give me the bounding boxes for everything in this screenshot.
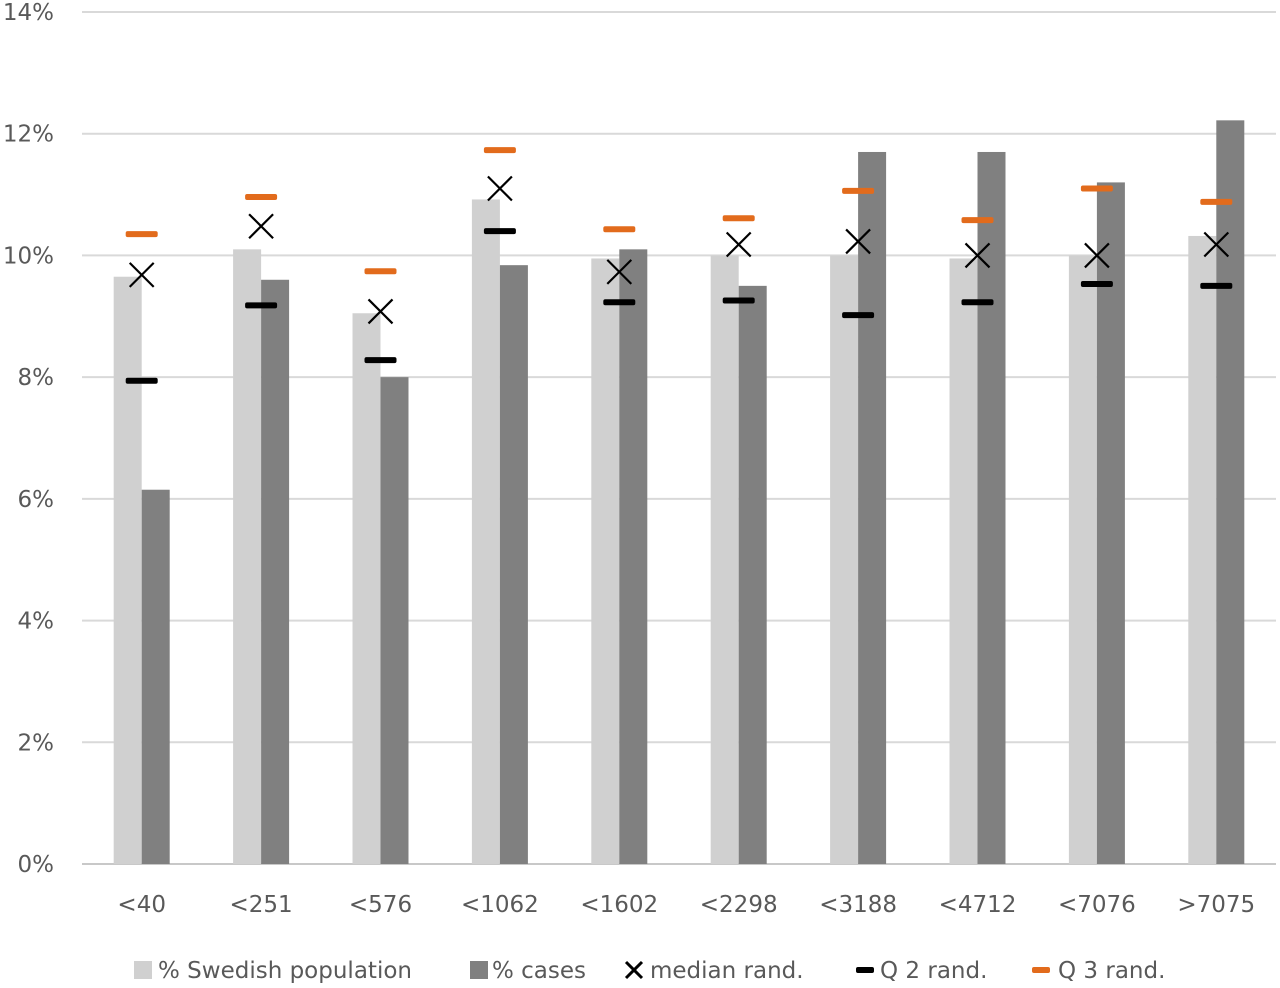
y-tick-label: 2%	[18, 730, 55, 756]
bar	[858, 151, 887, 864]
legend-swatch	[1032, 967, 1050, 973]
y-tick-label: 14%	[3, 0, 54, 26]
median-marker	[248, 213, 274, 239]
median-marker	[367, 298, 394, 325]
y-tick-label: 6%	[18, 487, 55, 513]
bar	[380, 377, 409, 864]
median-marker-stroke	[1084, 242, 1110, 269]
bar	[619, 249, 648, 865]
median-marker-stroke	[487, 175, 513, 202]
median-marker	[1203, 231, 1230, 258]
bar	[261, 279, 290, 864]
bars	[113, 120, 1245, 865]
bar	[1216, 120, 1245, 865]
bar	[1096, 182, 1125, 864]
median-marker-stroke	[128, 262, 155, 288]
legend-item: % cases	[470, 958, 586, 984]
q3-marker	[245, 194, 278, 201]
bar	[141, 489, 170, 864]
q2-marker	[364, 357, 397, 364]
median-marker	[487, 175, 513, 202]
markers	[125, 147, 1233, 384]
q2-marker	[603, 299, 636, 306]
x-tick-label: <40	[117, 892, 166, 918]
x-tick-label: <251	[230, 892, 293, 918]
median-marker-stroke	[725, 231, 752, 258]
median-marker	[845, 228, 871, 255]
q2-marker	[961, 299, 994, 306]
y-tick-label: 10%	[3, 243, 54, 269]
bar	[591, 258, 620, 864]
q2-marker	[722, 297, 755, 304]
x-tick-label: <576	[349, 892, 412, 918]
median-marker-stroke	[606, 259, 633, 285]
median-marker	[725, 231, 752, 258]
q3-marker	[364, 268, 397, 275]
q3-marker	[1200, 198, 1233, 205]
bar	[949, 258, 978, 864]
legend-item: % Swedish population	[134, 958, 412, 984]
median-marker-stroke	[1203, 231, 1230, 258]
x-tick-label: <7076	[1058, 892, 1136, 918]
median-marker-stroke	[845, 228, 871, 255]
y-axis-ticks: 0% 2% 4% 6% 8% 10% 12% 14%	[3, 0, 54, 878]
bar	[1068, 255, 1097, 864]
bar	[738, 285, 767, 864]
legend-label: median rand.	[650, 958, 804, 984]
median-marker	[128, 262, 155, 288]
q2-marker	[483, 228, 516, 235]
x-tick-label: <1062	[461, 892, 539, 918]
q2-marker	[245, 302, 278, 309]
legend-swatch	[624, 960, 644, 980]
q2-marker	[1080, 281, 1113, 288]
q3-marker	[125, 231, 158, 238]
y-tick-label: 8%	[18, 365, 55, 391]
median-marker-stroke	[248, 213, 274, 239]
median-marker	[606, 259, 633, 285]
q3-marker	[603, 226, 636, 233]
median-marker-stroke	[964, 242, 991, 269]
q2-marker	[1200, 282, 1233, 289]
q2-marker	[125, 377, 158, 384]
x-tick-label: >7075	[1177, 892, 1255, 918]
bar	[710, 255, 739, 864]
median-marker	[1084, 242, 1110, 269]
legend-swatch	[134, 961, 152, 979]
x-axis-ticks: <40 <251 <576 <1062 <1602 <2298 <3188 <4712 <707…	[117, 892, 1255, 918]
median-marker	[964, 242, 991, 269]
legend-label: % Swedish population	[158, 958, 412, 984]
bar	[1188, 235, 1217, 864]
legend-swatch	[470, 961, 488, 979]
q3-marker	[483, 147, 516, 154]
legend-label: Q 3 rand.	[1058, 958, 1165, 984]
q3-marker	[961, 217, 994, 224]
bar	[113, 276, 142, 864]
bar	[471, 199, 500, 864]
q3-marker	[1080, 185, 1113, 192]
bar	[233, 249, 262, 865]
bar	[977, 151, 1006, 864]
y-tick-label: 4%	[18, 609, 55, 635]
bar	[352, 313, 381, 864]
bar	[830, 255, 859, 864]
legend-label: % cases	[492, 958, 586, 984]
q3-marker	[842, 187, 875, 194]
q2-marker	[842, 312, 875, 319]
y-tick-label: 0%	[18, 852, 55, 878]
legend-item: Q 2 rand.	[856, 958, 987, 984]
legend-label: Q 2 rand.	[880, 958, 987, 984]
bar	[499, 265, 528, 864]
legend-item: median rand.	[624, 958, 804, 984]
x-tick-label: <1602	[580, 892, 658, 918]
y-tick-label: 12%	[3, 122, 54, 148]
median-marker-stroke	[367, 298, 394, 325]
legend-item: Q 3 rand.	[1032, 958, 1165, 984]
x-tick-label: <2298	[700, 892, 778, 918]
x-tick-label: <4712	[939, 892, 1017, 918]
q3-marker	[722, 215, 755, 222]
x-tick-label: <3188	[819, 892, 897, 918]
legend-swatch	[856, 967, 874, 973]
legend: % Swedish population % cases median rand. Q…	[134, 958, 1165, 984]
